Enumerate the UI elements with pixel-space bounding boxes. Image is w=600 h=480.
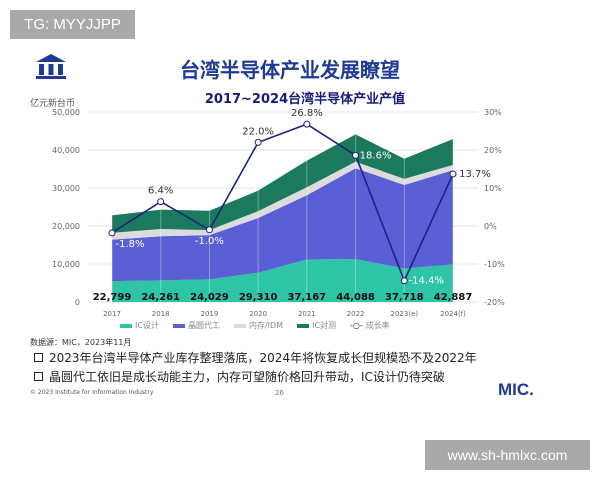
legend-item: 晶圆代工 <box>172 320 220 331</box>
y2-tick-label: 30% <box>484 108 502 117</box>
y-tick-label: 0 <box>75 298 80 307</box>
checkbox-bullet-icon <box>34 353 43 362</box>
legend-swatch <box>297 323 310 328</box>
growth-label: 26.8% <box>291 108 323 119</box>
y2-tick-label: 20% <box>484 146 502 155</box>
bullet-item: 晶圆代工依旧是成长动能主力，内存可望随价格回升带动，IC设计仍待突破 <box>34 368 445 385</box>
growth-point <box>352 151 360 159</box>
legend-item: IC设计 <box>120 320 159 331</box>
area-内存/IDM <box>112 161 453 240</box>
area-IC封测 <box>112 134 453 233</box>
total-label: 24,261 <box>141 292 180 303</box>
source-note: 数据源：MIC，2023年11月 <box>30 338 132 347</box>
growth-label: -1.8% <box>115 239 144 250</box>
legend-label: IC设计 <box>135 321 159 330</box>
bullet-item: 2023年台湾半导体产业库存整理落底，2024年将恢复成长但规模恐不及2022年 <box>34 349 477 366</box>
legend: IC设计 晶圆代工 内存/IDM IC封测 -○- 成长率 <box>120 320 390 331</box>
growth-point <box>254 138 262 146</box>
growth-label: -14.4% <box>409 276 444 287</box>
total-label: 37,718 <box>385 292 424 303</box>
growth-point <box>108 229 116 237</box>
growth-label: 22.0% <box>242 126 274 137</box>
total-label: 44,088 <box>336 292 375 303</box>
legend-label: 晶圆代工 <box>187 321 220 330</box>
growth-label: 13.7% <box>459 169 491 180</box>
slide-title: 台湾半导体产业发展瞭望 <box>180 58 400 82</box>
y2-tick-label: -20% <box>484 298 505 307</box>
x-tick-label: 2023(e) <box>390 310 418 318</box>
copyright: © 2023 Institute for Information Industr… <box>30 389 154 396</box>
area-晶圆代工 <box>112 168 453 282</box>
total-label: 29,310 <box>239 292 278 303</box>
watermark-bottom: www.sh-hmlxc.com <box>425 440 590 470</box>
y-tick-label: 30,000 <box>52 184 80 193</box>
total-label: 22,799 <box>93 292 132 303</box>
growth-point <box>157 198 165 206</box>
line-marker-icon: -○- <box>350 321 363 330</box>
y2-tick-label: 0% <box>484 222 497 231</box>
legend-label: 成长率 <box>365 321 390 330</box>
total-label: 37,167 <box>288 292 327 303</box>
growth-line <box>111 123 454 283</box>
x-tick-label: 2017 <box>103 310 121 318</box>
growth-point <box>303 120 311 128</box>
y-tick-label: 20,000 <box>52 222 80 231</box>
x-tick-label: 2020 <box>249 310 267 318</box>
growth-point <box>400 277 408 285</box>
chart-title: 2017~2024台湾半导体产业产值 <box>204 92 406 107</box>
growth-label: 6.4% <box>148 186 173 197</box>
legend-swatch <box>233 323 246 328</box>
x-tick-label: 2022 <box>347 310 365 318</box>
watermark-top: TG: MYYJJPP <box>10 10 135 39</box>
bank-icon <box>36 54 66 79</box>
bullet-text: 晶圆代工依旧是成长动能主力，内存可望随价格回升带动，IC设计仍待突破 <box>49 370 445 384</box>
x-tick-label: 2021 <box>298 310 316 318</box>
y-axis-unit: 亿元新台币 <box>30 99 76 109</box>
x-tick-label: 2018 <box>152 310 170 318</box>
x-tick-label: 2019 <box>201 310 219 318</box>
total-label: 42,887 <box>434 292 473 303</box>
total-label: 24,029 <box>190 292 229 303</box>
mic-logo: MIC. <box>498 380 534 399</box>
x-tick-label: 2024(f) <box>440 310 466 318</box>
growth-point <box>205 226 213 234</box>
page-number: 26 <box>275 389 284 397</box>
growth-label: -1.0% <box>195 236 224 247</box>
area-IC设计 <box>112 259 453 302</box>
y2-tick-label: 10% <box>484 184 502 193</box>
checkbox-bullet-icon <box>34 372 43 381</box>
y2-tick-label: -10% <box>484 260 505 269</box>
y-tick-label: 40,000 <box>52 146 80 155</box>
growth-point <box>449 170 457 178</box>
growth-label: 18.6% <box>360 150 392 161</box>
y-tick-label: 50,000 <box>52 108 80 117</box>
bullet-text: 2023年台湾半导体产业库存整理落底，2024年将恢复成长但规模恐不及2022年 <box>49 351 477 365</box>
legend-item: 内存/IDM <box>233 320 284 331</box>
legend-label: IC封测 <box>312 321 337 330</box>
legend-item: IC封测 <box>297 320 336 331</box>
y-tick-label: 10,000 <box>52 260 80 269</box>
legend-swatch <box>120 323 132 328</box>
legend-swatch <box>172 323 185 328</box>
legend-item: -○- 成长率 <box>350 320 390 331</box>
legend-label: 内存/IDM <box>248 321 284 330</box>
